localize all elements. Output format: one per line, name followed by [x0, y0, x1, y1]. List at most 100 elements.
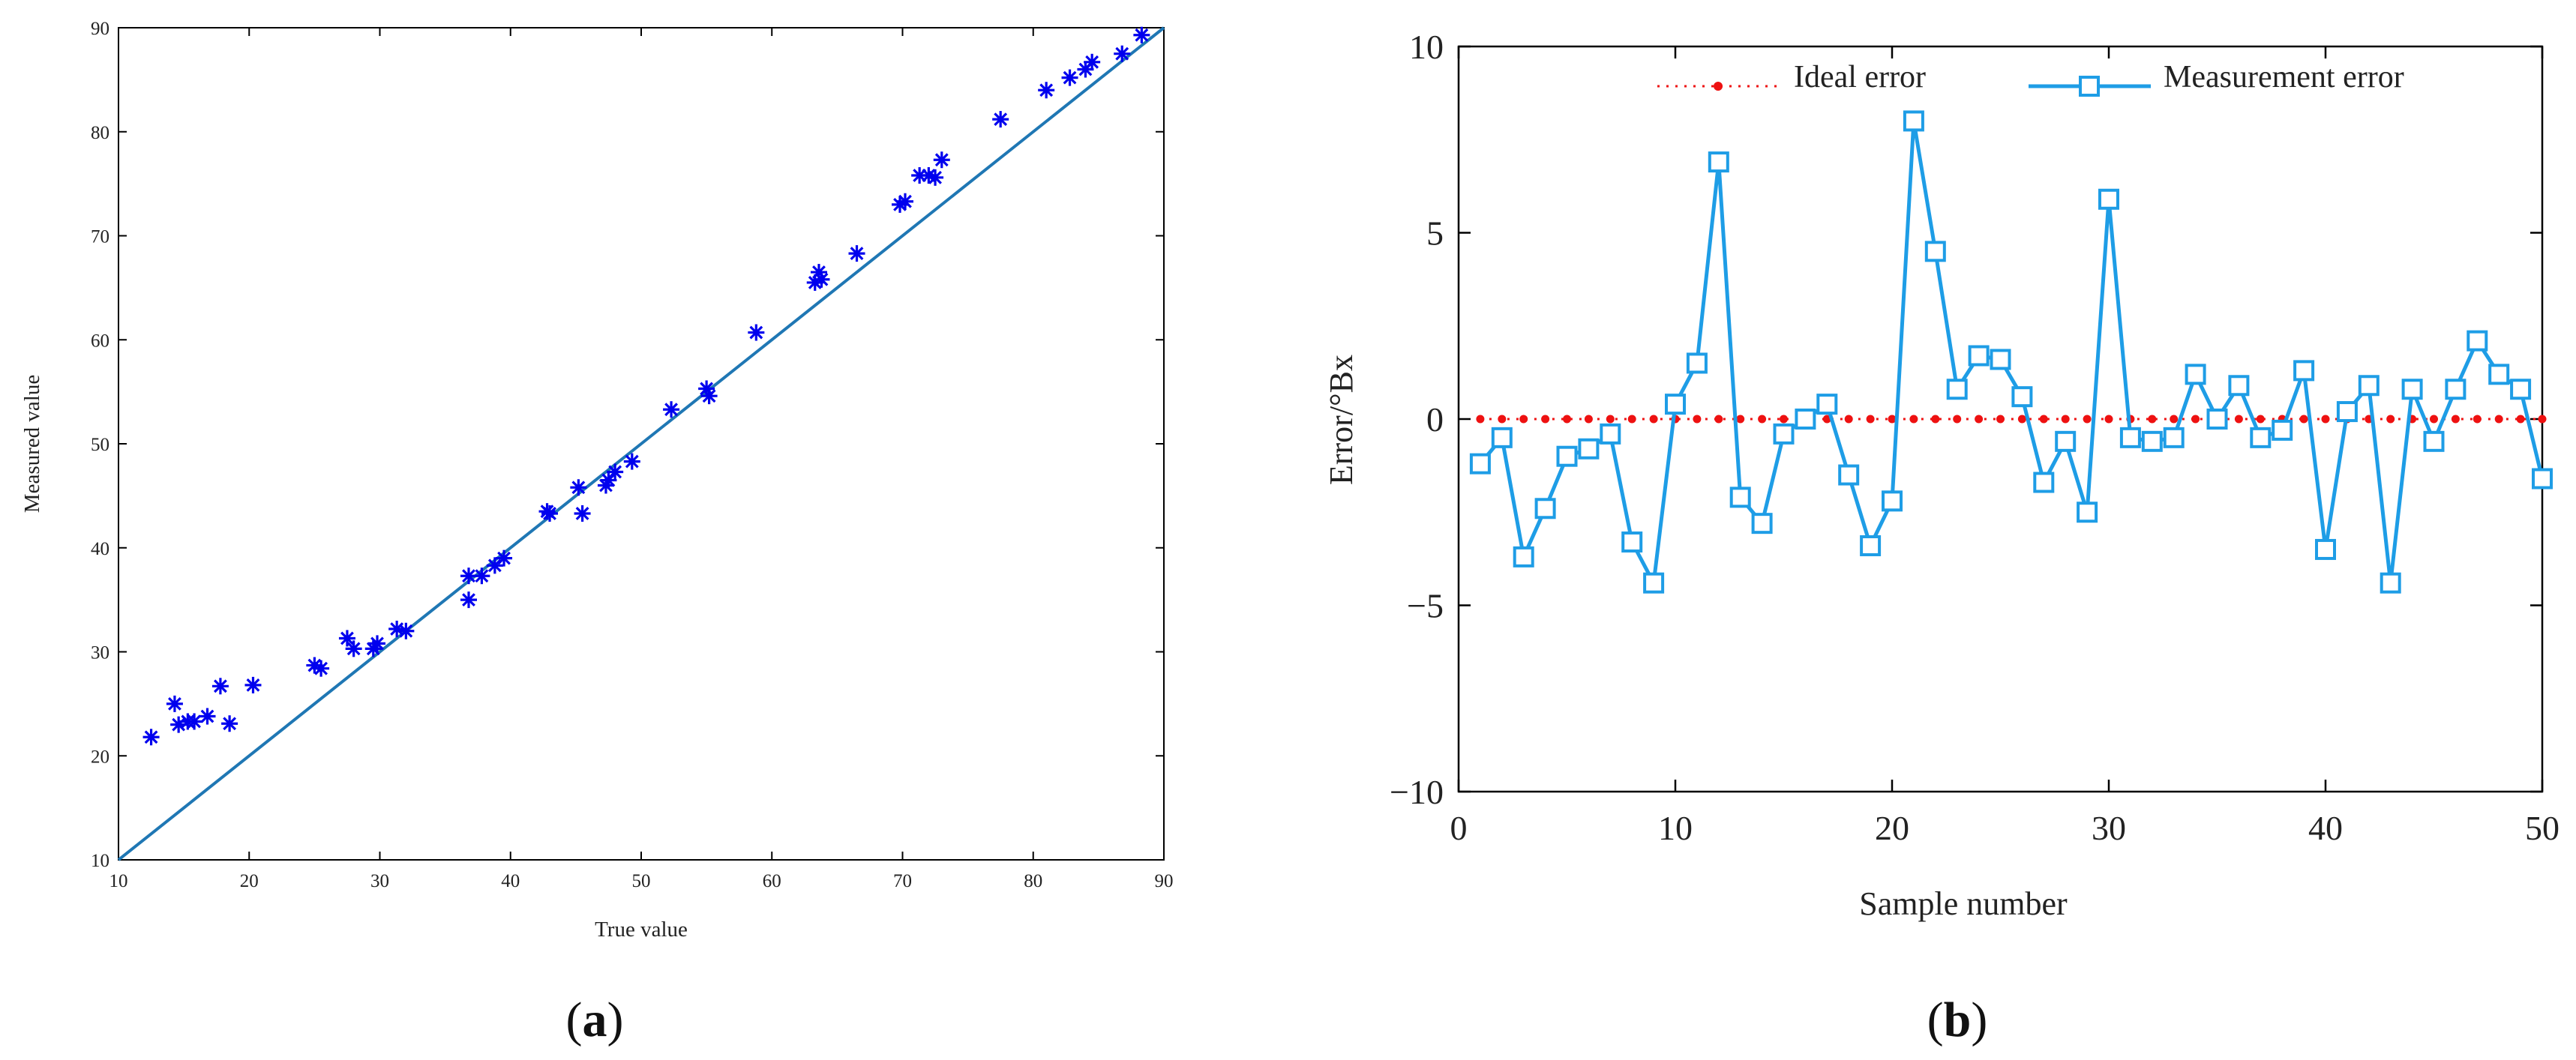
measurement-error-point: [1600, 423, 1621, 445]
measurement-error-point: [2033, 472, 2055, 493]
data-point: [369, 635, 386, 652]
ideal-error-point: [2039, 415, 2048, 424]
ideal-error-point: [1780, 415, 1788, 424]
panel-a-x-tick-label: 40: [501, 871, 520, 891]
measurement-error-point: [2315, 538, 2336, 560]
measurement-error-point: [1469, 453, 1491, 475]
data-point: [1133, 26, 1150, 43]
panel-a-y-tick-label: 30: [91, 643, 109, 663]
measurement-error-point: [2401, 379, 2423, 400]
measurement-error-point: [2380, 572, 2401, 594]
measurement-error-point: [2272, 419, 2293, 441]
ideal-error-point: [1649, 415, 1658, 424]
measurement-error-point: [1643, 572, 1665, 594]
measurement-error-point: [1924, 241, 1946, 262]
ideal-error-point: [2061, 415, 2070, 424]
panel-b-x-tick-label: 0: [1450, 809, 1468, 847]
ideal-error-point: [1584, 415, 1593, 424]
panel-a-y-tick-label: 60: [91, 331, 109, 351]
data-point: [1114, 45, 1131, 62]
data-point: [1084, 53, 1101, 70]
panel-a-x-tick-label: 90: [1155, 871, 1174, 891]
panel-b-series-measurement-error: [1469, 110, 2553, 594]
data-point: [570, 479, 587, 496]
data-point: [486, 557, 503, 574]
data-point: [244, 676, 262, 693]
panel-a-x-tick-label: 70: [893, 871, 912, 891]
ideal-error-point: [2386, 415, 2395, 424]
panel-a-x-tick-label: 30: [370, 871, 389, 891]
measurement-error-point: [2077, 502, 2098, 523]
legend-measurement-error-label: Measurement error: [2164, 60, 2404, 94]
measurement-error-point: [1860, 534, 1882, 556]
measurement-error-point: [2055, 430, 2077, 452]
panel-a-y-tick-label: 10: [91, 851, 109, 871]
ideal-error-point: [1844, 415, 1853, 424]
data-point: [623, 453, 640, 470]
ideal-error-point: [2494, 415, 2503, 424]
panel-b-x-tick-label: 20: [1875, 809, 1909, 847]
data-point: [896, 193, 913, 210]
panel-a-y-tick-label: 80: [91, 123, 109, 143]
panel-a-x-tick-label: 60: [763, 871, 781, 891]
data-point: [460, 567, 477, 585]
ideal-error-point: [1909, 415, 1918, 424]
measurement-error-point: [1621, 531, 1643, 553]
panel-a-reference-line: [117, 26, 1165, 861]
ideal-error-point: [2516, 415, 2525, 424]
ideal-error-point: [2451, 415, 2460, 424]
measurement-error-point: [1773, 423, 1795, 445]
ideal-error-point: [1758, 415, 1767, 424]
panel-a-label: (a): [566, 993, 624, 1047]
data-point: [813, 271, 830, 288]
data-point: [600, 472, 617, 489]
measurement-error-point: [1556, 445, 1578, 467]
measurement-error-point: [2358, 375, 2380, 397]
ideal-error-point: [2191, 415, 2200, 424]
ideal-error-point: [2538, 415, 2547, 424]
ideal-error-point: [1519, 415, 1528, 424]
data-point: [607, 463, 624, 481]
data-point: [748, 324, 765, 341]
ideal-error-point: [2104, 415, 2113, 424]
ideal-error-point: [1888, 415, 1897, 424]
measurement-error-point: [2011, 386, 2033, 408]
ideal-error-point: [2321, 415, 2330, 424]
measurement-error-point: [1751, 513, 1773, 534]
measurement-error-point: [1903, 110, 1924, 132]
measurement-error-point: [2185, 364, 2206, 385]
data-point: [211, 678, 229, 695]
legend-measurement-error-marker: [2079, 76, 2100, 97]
panel-b-legend: Ideal error Measurement error: [1657, 60, 2404, 97]
panel-a-y-tick-label: 50: [91, 435, 109, 455]
measurement-error-point: [2141, 430, 2163, 452]
panel-a-y-tick-label: 20: [91, 747, 109, 767]
measurement-error-point: [1946, 379, 1968, 400]
panel-a-x-tick-label: 10: [109, 871, 128, 891]
data-point: [496, 549, 513, 567]
data-point: [345, 640, 362, 657]
ideal-error-point: [1866, 415, 1875, 424]
data-point: [338, 630, 355, 647]
ideal-error-point: [1975, 415, 1984, 424]
measurement-error-point: [2293, 360, 2315, 382]
panel-a-x-tick-label: 20: [240, 871, 259, 891]
ideal-error-point: [1953, 415, 1962, 424]
panel-b-y-axis-label: Error/°Bx: [1323, 355, 1360, 485]
measurement-error-point: [2445, 379, 2467, 400]
measurement-error-point: [2423, 430, 2445, 452]
measurement-error-point: [1882, 490, 1903, 512]
measurement-error-point: [1491, 427, 1513, 448]
measurement-error-point: [1729, 487, 1751, 508]
data-point: [700, 388, 718, 405]
data-point: [663, 401, 680, 418]
measurement-error-point: [2206, 409, 2228, 430]
ideal-error-point: [2430, 415, 2438, 424]
data-point: [473, 567, 490, 585]
panel-a-y-tick-label: 70: [91, 227, 109, 247]
measurement-error-point: [1968, 345, 1990, 367]
panel-a-x-tick-label: 50: [632, 871, 651, 891]
measurement-error-point: [1513, 546, 1534, 567]
panel-b-series-ideal-error: [1476, 415, 2547, 424]
